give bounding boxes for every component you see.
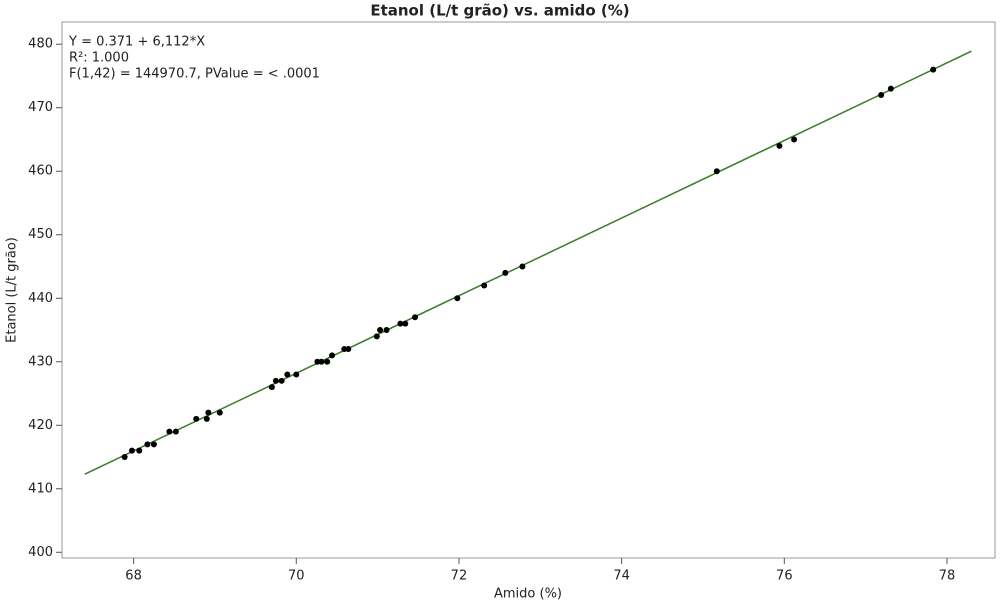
x-tick-label: 78 xyxy=(939,569,956,584)
data-point xyxy=(121,454,128,461)
x-tick-label: 74 xyxy=(613,569,630,584)
data-point xyxy=(272,377,279,384)
data-point xyxy=(402,320,409,327)
y-axis-label: Etanol (L/t grão) xyxy=(5,237,20,343)
annotation: F(1,42) = 144970.7, PValue = < .0001 xyxy=(69,67,320,82)
data-point xyxy=(383,327,390,334)
annotation: Y = 0.371 + 6,112*X xyxy=(68,35,205,50)
data-point xyxy=(324,358,331,365)
data-point xyxy=(293,371,300,378)
y-tick-label: 480 xyxy=(28,37,53,52)
data-point xyxy=(373,333,380,340)
data-point xyxy=(284,371,291,378)
data-point xyxy=(776,142,783,149)
data-point xyxy=(318,358,325,365)
y-tick-label: 430 xyxy=(28,354,53,369)
annotation: R²: 1.000 xyxy=(69,51,129,66)
x-tick-label: 72 xyxy=(451,569,468,584)
data-point xyxy=(397,320,404,327)
data-point xyxy=(166,428,173,435)
data-point xyxy=(172,428,179,435)
y-tick-label: 440 xyxy=(28,291,53,306)
y-tick-label: 460 xyxy=(28,164,53,179)
x-tick-label: 68 xyxy=(125,569,142,584)
y-tick-label: 420 xyxy=(28,418,53,433)
data-point xyxy=(205,409,212,416)
x-tick-label: 70 xyxy=(288,569,305,584)
data-point xyxy=(377,327,384,334)
data-point xyxy=(128,447,135,454)
x-tick-label: 76 xyxy=(776,569,793,584)
x-axis-label: Amido (%) xyxy=(494,587,562,602)
fit-line xyxy=(84,50,972,475)
data-point xyxy=(713,168,720,175)
data-point xyxy=(150,441,157,448)
data-point xyxy=(791,136,798,143)
data-point xyxy=(136,447,143,454)
data-point xyxy=(193,415,200,422)
plot-frame xyxy=(61,21,996,559)
data-point xyxy=(144,441,151,448)
data-point xyxy=(502,269,509,276)
data-point xyxy=(519,263,526,270)
data-point xyxy=(203,415,210,422)
chart-title: Etanol (L/t grão) vs. amido (%) xyxy=(370,2,629,20)
data-point xyxy=(454,295,461,302)
data-point xyxy=(345,346,352,353)
data-point xyxy=(930,66,937,73)
y-tick-label: 470 xyxy=(28,100,53,115)
y-tick-label: 400 xyxy=(28,545,53,560)
y-tick-label: 450 xyxy=(28,227,53,242)
data-point xyxy=(329,352,336,359)
data-point xyxy=(268,384,275,391)
y-tick-label: 410 xyxy=(28,481,53,496)
data-point xyxy=(481,282,488,289)
data-point xyxy=(216,409,223,416)
data-point xyxy=(887,85,894,92)
data-point xyxy=(878,92,885,99)
data-point xyxy=(278,377,285,384)
data-point xyxy=(412,314,419,321)
